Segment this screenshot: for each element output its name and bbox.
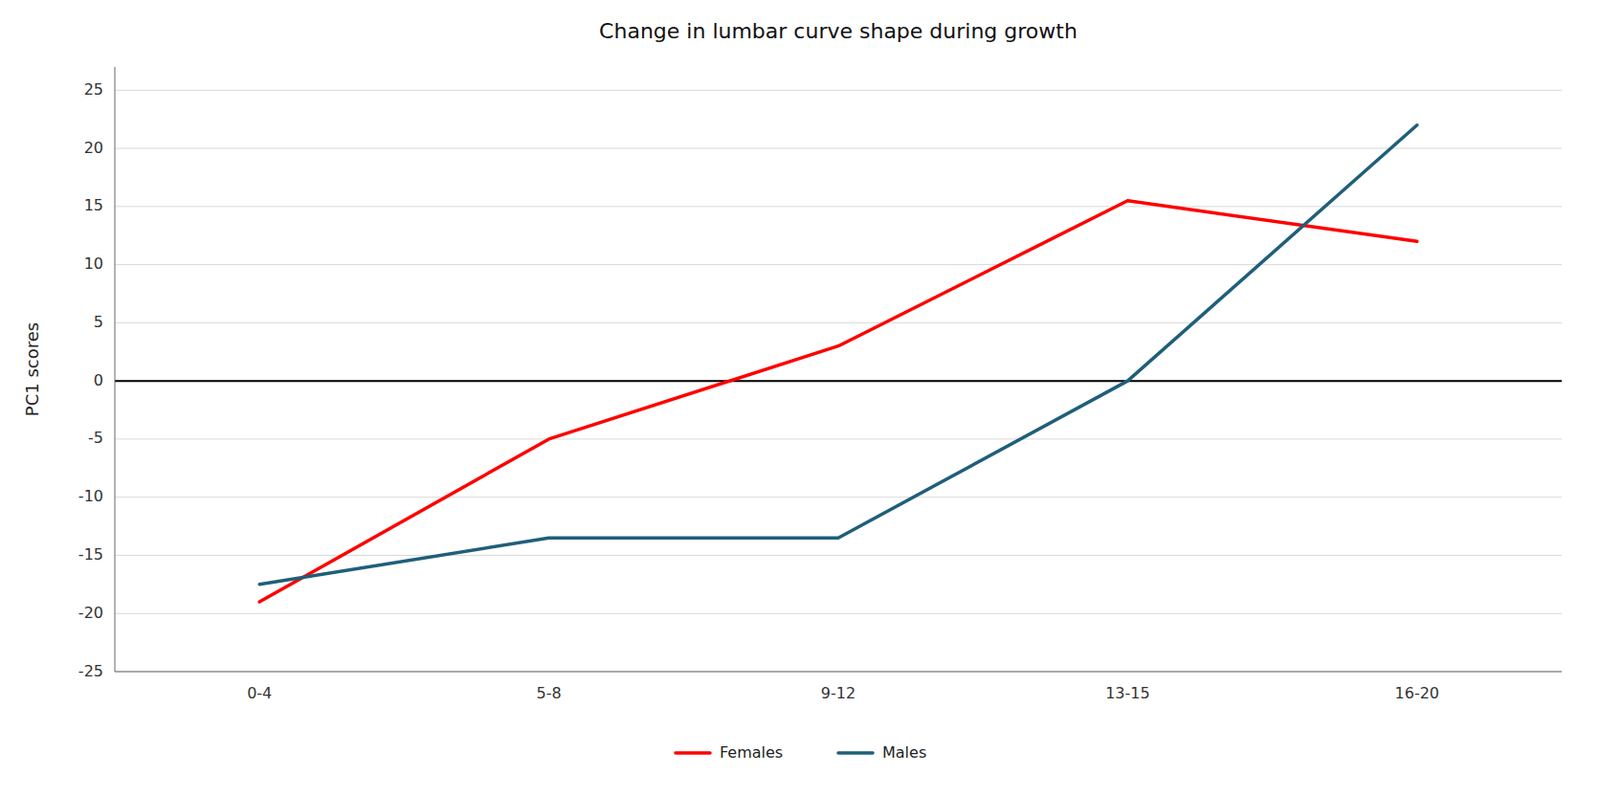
- plot-area: [259, 125, 1418, 602]
- y-tick-label: 0: [93, 371, 104, 390]
- y-tick-label: 15: [84, 196, 104, 215]
- x-axis-line: [114, 671, 1562, 673]
- y-grid: [114, 89, 1562, 672]
- x-tick-label: 16-20: [1395, 684, 1441, 703]
- y-tick-label: 10: [84, 254, 104, 273]
- legend-label: Females: [719, 743, 783, 762]
- grid-line: [114, 89, 1562, 91]
- chart-title: Change in lumbar curve shape during grow…: [599, 19, 1078, 44]
- legend-swatch: [675, 751, 711, 756]
- grid-line: [114, 322, 1562, 324]
- legend-label: Males: [882, 743, 927, 762]
- chart-svg: -25 -20 -15 -10 -5 0 5 10 15 20 25 0-4 5-8 9-12 13-15 1…: [0, 0, 1600, 796]
- y-tick-label: -25: [78, 662, 104, 681]
- grid-line: [114, 148, 1562, 150]
- y-tick-label: -5: [88, 428, 104, 447]
- legend: Females Males: [675, 743, 927, 762]
- y-tick-label: 25: [84, 80, 104, 99]
- x-tick-label: 0-4: [246, 684, 272, 703]
- grid-line: [114, 264, 1562, 266]
- y-axis-label: PC1 scores: [22, 322, 43, 417]
- legend-swatch: [838, 751, 873, 756]
- chart-container: -25 -20 -15 -10 -5 0 5 10 15 20 25 0-4 5-8 9-12 13-15 1…: [0, 0, 1600, 796]
- y-tick-label: 20: [84, 138, 104, 157]
- x-tick-label: 13-15: [1105, 684, 1151, 703]
- x-tick-label: 5-8: [536, 684, 562, 703]
- grid-line: [114, 380, 1562, 382]
- y-tick-label: -20: [78, 603, 104, 623]
- zero-line: [114, 379, 1562, 382]
- grid-line: [114, 613, 1562, 615]
- grid-line: [114, 555, 1562, 556]
- grid-line: [114, 671, 1562, 673]
- grid-line: [114, 496, 1562, 498]
- y-tick-label: 5: [93, 312, 104, 332]
- y-tick-label: -10: [78, 487, 104, 506]
- grid-line: [114, 438, 1562, 440]
- grid-line: [114, 205, 1562, 207]
- y-axis-line: [114, 66, 116, 672]
- y-tick-label: -15: [78, 545, 104, 564]
- series-line: [259, 200, 1418, 602]
- x-tick-label: 9-12: [821, 684, 856, 703]
- series-line: [259, 125, 1418, 585]
